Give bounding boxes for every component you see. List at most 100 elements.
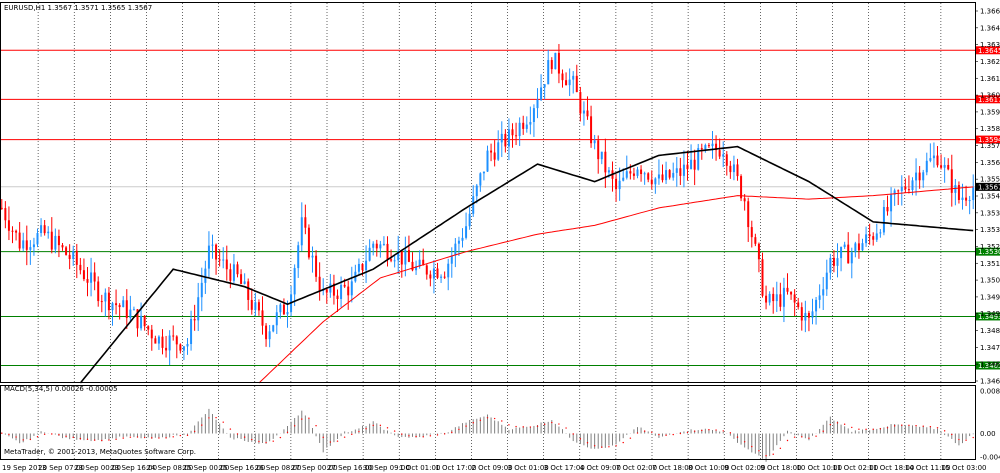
candle-bull [865, 234, 868, 244]
candle-bull [822, 289, 825, 296]
candle-bull [618, 180, 621, 190]
time-label: 2 Oct 09:00 [471, 464, 512, 472]
candle-bear [79, 264, 82, 271]
macd-signal-dot [929, 426, 932, 428]
macd-signal-dot [565, 427, 567, 429]
candle-bull [47, 231, 50, 234]
level-label: 1.3465 [978, 362, 1000, 370]
candle-bear [172, 335, 175, 337]
candle-bull [804, 312, 807, 321]
horizontal-levels[interactable]: 1.3645 1.3617 1.3594 1.3567 1.3530 1.3493 1.34… [0, 46, 1000, 370]
candle-bear [936, 155, 939, 166]
price-tick-label: 1.3645 [980, 24, 1000, 32]
candle-bear [686, 164, 689, 170]
candle-bear [304, 217, 307, 228]
candle-bull [861, 243, 864, 251]
macd-signal-dot [422, 436, 424, 438]
time-label: 4 Oct 09:00 [580, 464, 621, 472]
time-label: 30 Sep 09:00 [363, 464, 410, 472]
time-label: 7 Oct 02:00 [616, 464, 657, 472]
level-label: 1.3645 [978, 47, 1000, 55]
level-label-box [976, 361, 1000, 370]
time-label: 25 Sep 16:00 [219, 464, 266, 472]
macd-signal-dot [101, 439, 103, 442]
candle-bull [468, 213, 471, 227]
candle-bull [829, 257, 832, 273]
candle-bull [932, 155, 935, 159]
macd-signal-dot [951, 433, 953, 436]
level-label-box [976, 247, 1000, 256]
macd-signal-dot [115, 438, 117, 440]
candle-bull [29, 247, 32, 250]
candle-bear [18, 232, 21, 249]
macd-signal-dot [686, 431, 689, 434]
candle-bull [657, 174, 660, 179]
candle-bull [690, 159, 693, 170]
candle-bear [161, 336, 164, 348]
candle-bear [786, 287, 789, 292]
price-tick-label: 1.3525 [980, 243, 1000, 251]
macd-signal-dot [943, 430, 946, 432]
candle-bear [390, 259, 393, 261]
candle-bull [447, 263, 450, 278]
macd-signal-dot [86, 438, 89, 440]
macd-signal-dot [336, 440, 339, 442]
macd-signal-dot [429, 435, 432, 437]
candle-bull [568, 79, 571, 86]
candle-bear [604, 151, 607, 173]
candle-bull [272, 325, 275, 332]
candle-bull [461, 237, 464, 241]
macd-signal-dot [965, 439, 967, 441]
price-tick-label: 1.3515 [980, 260, 1000, 268]
macd-signal-dot [836, 422, 839, 424]
level-label: 1.3567 [978, 183, 1000, 191]
candle-bear [100, 301, 103, 303]
macd-signal-dot [915, 425, 917, 427]
candle-bull [243, 281, 246, 284]
price-tick-label: 1.3495 [980, 293, 1000, 301]
candle-bull [665, 170, 668, 181]
candle-bear [265, 325, 268, 340]
candle-bear [315, 255, 318, 277]
macd-signal-dot [751, 445, 753, 448]
level-label: 1.3493 [978, 313, 1000, 321]
macd-signal-dot [458, 428, 460, 431]
macd-signal-dot [358, 430, 360, 433]
macd-signal-dot [722, 430, 724, 432]
candle-bull [815, 299, 818, 312]
candle-bear [0, 207, 3, 209]
candle-bear [4, 208, 7, 221]
candle-bull [500, 133, 503, 143]
candle-bull [811, 311, 814, 318]
candle-bull [572, 75, 575, 80]
candle-bear [347, 286, 350, 296]
candle-bull [540, 87, 543, 100]
candle-bear [68, 254, 71, 259]
price-tick-label: 1.3585 [980, 125, 1000, 133]
macd-signal-dot [772, 453, 774, 455]
candle-bull [140, 315, 143, 329]
time-label: 9 Oct 02:00 [724, 464, 765, 472]
macd-signal-dot [715, 429, 717, 431]
candle-bear [225, 259, 228, 270]
candle-bull [457, 240, 460, 244]
copyright-text: MetaTrader, © 2001-2013, MetaQuotes Soft… [4, 448, 196, 456]
candle-bull [129, 309, 132, 319]
candle-bear [97, 281, 100, 302]
macd-signal-dot [608, 446, 610, 448]
macd-signal-dot [15, 436, 17, 438]
candle-bull [968, 200, 971, 202]
candle-bear [918, 172, 921, 181]
macd-signal-dot [186, 434, 189, 437]
candle-bear [425, 265, 428, 275]
macd-signal-dot [865, 428, 867, 430]
time-label: 7 Oct 18:00 [652, 464, 693, 472]
macd-signal-dot [515, 425, 517, 428]
macd-signal-dot [851, 426, 853, 429]
macd-signal-dot [108, 439, 110, 441]
macd-signal-dot [579, 438, 582, 440]
candle-bull [132, 309, 135, 311]
macd-signal-dot [793, 436, 796, 438]
